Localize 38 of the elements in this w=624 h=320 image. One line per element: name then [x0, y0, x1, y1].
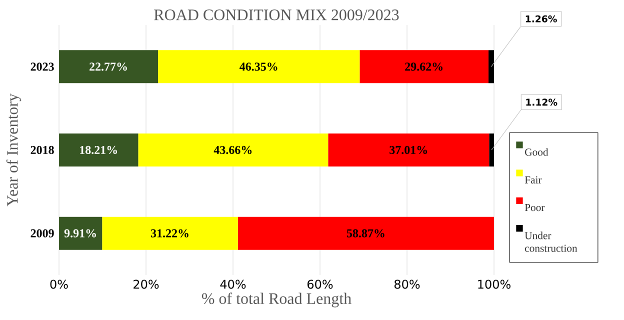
- y-tick-label: 2009: [30, 229, 54, 238]
- bar: [328, 133, 490, 166]
- bar: [488, 50, 494, 84]
- legend-label: Fair: [524, 176, 542, 184]
- data-label: 43.66%: [214, 146, 252, 154]
- chart-title: ROAD CONDITION MIX 2009/2023: [154, 9, 399, 20]
- x-tick-label: 40%: [220, 280, 246, 289]
- x-tick-label: 0%: [50, 280, 68, 289]
- data-label: 9.91%: [64, 229, 96, 238]
- y-tick-label: 2023: [30, 62, 54, 71]
- bar: [102, 216, 238, 250]
- data-label: 1.26%: [526, 15, 557, 22]
- bar: [238, 216, 494, 250]
- data-label: 18.21%: [80, 146, 117, 154]
- bar: [59, 216, 102, 250]
- data-label: 37.01%: [390, 146, 428, 154]
- bar: [360, 50, 489, 84]
- x-tick-label: 60%: [308, 280, 333, 289]
- bar: [59, 50, 158, 84]
- bar: [489, 133, 494, 166]
- x-tick-label: 100%: [478, 280, 510, 289]
- legend-label: Good: [525, 148, 548, 156]
- legend-label: Under construction: [524, 232, 578, 252]
- bar: [59, 133, 138, 166]
- data-label: 58.87%: [346, 229, 384, 238]
- y-axis-title: Year of Inventory: [6, 94, 22, 206]
- data-label: 31.22%: [150, 229, 188, 238]
- data-label: 29.62%: [405, 62, 442, 71]
- legend-label: Poor: [524, 204, 545, 212]
- bar: [158, 50, 360, 84]
- x-axis-title: % of total Road Length: [202, 292, 352, 308]
- x-tick-label: 80%: [394, 280, 420, 289]
- y-tick-label: 2018: [30, 146, 54, 154]
- bar: [138, 133, 328, 166]
- data-label: 1.12%: [526, 98, 558, 106]
- data-label: 22.77%: [90, 62, 127, 71]
- x-tick-label: 20%: [134, 280, 159, 289]
- data-label: 46.35%: [240, 62, 278, 71]
